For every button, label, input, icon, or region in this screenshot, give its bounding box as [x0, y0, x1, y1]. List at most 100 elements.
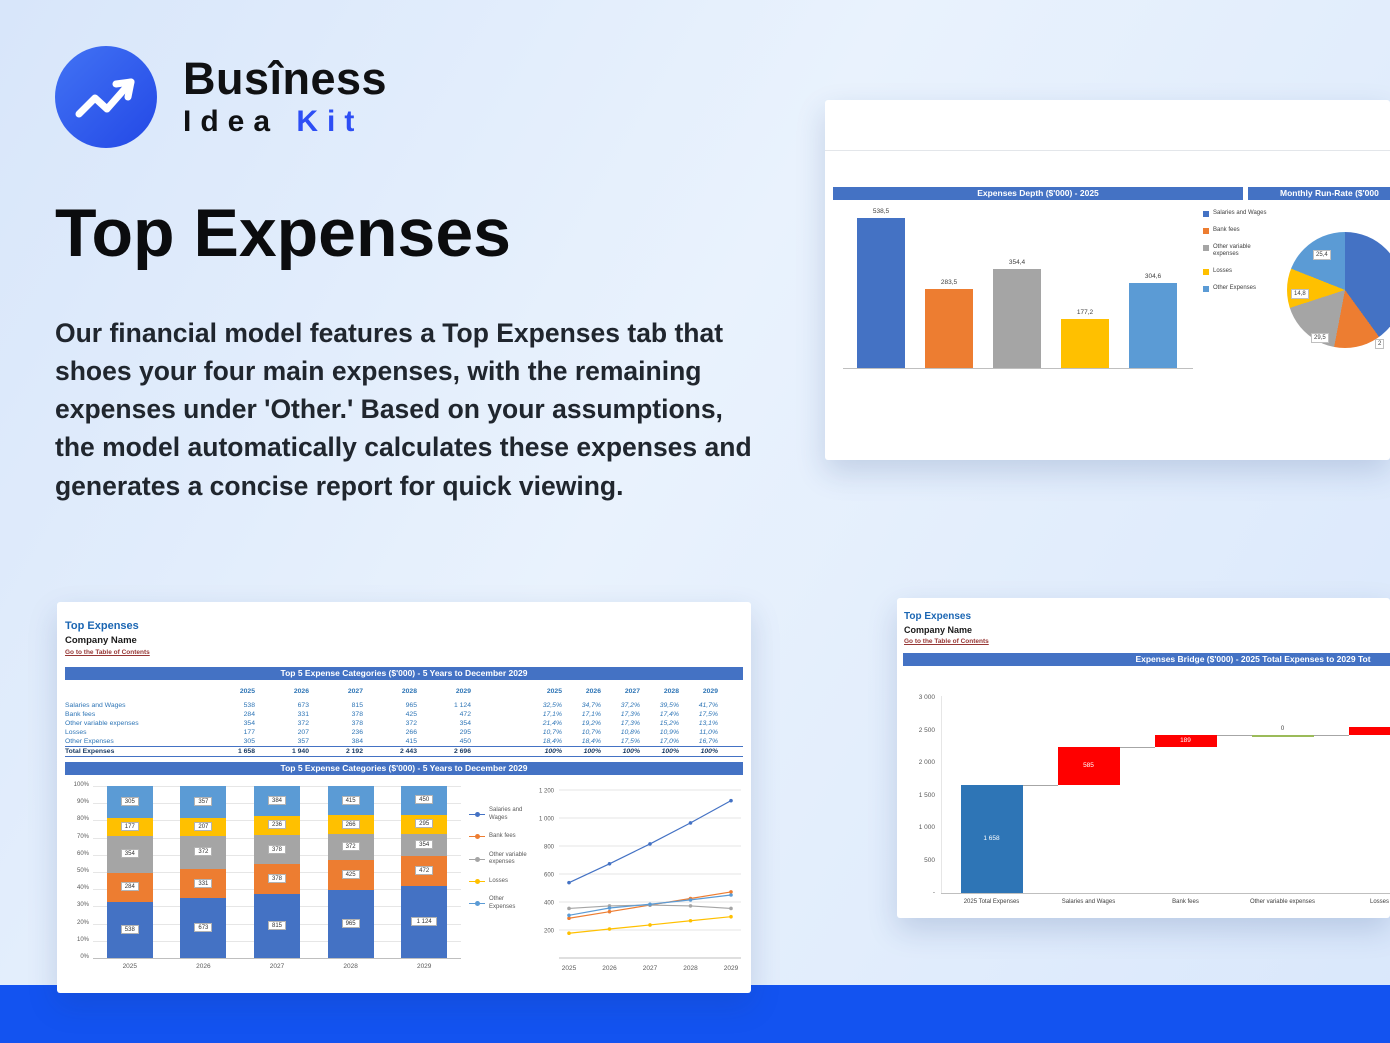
y-tick-label: 10%: [76, 936, 89, 943]
expenses-bridge-waterfall-chart: 3 000 2 500 2 000 1 500 1 000 500 - 1 658 2025 T…: [897, 678, 1390, 918]
waterfall-bar: [1154, 734, 1217, 748]
segment-data-label: 236: [268, 820, 286, 830]
expenses-bridge-card: Top Expenses Company Name Go to the Tabl…: [897, 598, 1390, 918]
segment-data-label: 965: [341, 919, 360, 929]
legend-dot: [474, 856, 480, 862]
page-title: Top Expenses: [55, 195, 511, 271]
y-tick-label: 1 500: [918, 791, 935, 799]
trend-arrow-icon: [75, 78, 135, 118]
bar-value-label: 1 658: [983, 835, 1000, 843]
expenses-depth-report-card: Expenses Depth ($'000) - 2025 Monthly Ru…: [825, 100, 1390, 460]
y-tick-label: 20%: [76, 919, 89, 926]
waterfall-bar: [960, 785, 1023, 893]
segment-data-label: 450: [415, 795, 434, 805]
bar: [1129, 283, 1177, 368]
expense-line-chart: 200 400 600 800 1 000 1 200 2025 2026 2027 2028 20…: [529, 778, 747, 988]
legend-item: Other variable expenses: [1203, 244, 1275, 260]
brand-name-idea: Idea: [183, 105, 280, 139]
y-tick-label: 60%: [76, 850, 89, 857]
y-tick-label: 1 000: [918, 824, 935, 831]
segment-data-label: 378: [268, 844, 286, 854]
line-chart-svg: 200 400 600 800 1 000 1 200 2025 2026 2027 2028 20…: [539, 789, 741, 972]
y-tick-label: 0%: [80, 954, 89, 960]
x-tick-label: 2025 Total Expenses: [963, 899, 1020, 905]
bar-value-label: 585: [1083, 762, 1094, 770]
svg-text:800: 800: [544, 845, 555, 851]
segment-data-label: 331: [194, 878, 213, 888]
gridline: [93, 958, 461, 959]
table-row: Salaries and Wages 538 673 815 965 1 124 32,5%…: [65, 702, 718, 709]
table-of-contents-link[interactable]: Go to the Table of Contents: [65, 649, 150, 656]
y-tick-label: 70%: [76, 833, 89, 840]
segment-data-label: 177: [120, 821, 139, 831]
y-tick-label: 2 000: [918, 759, 935, 766]
legend-item: Other variable expenses: [469, 852, 527, 867]
table-of-contents-link[interactable]: Go to the Table of Contents: [904, 638, 989, 645]
segment-data-label: 372: [341, 842, 360, 852]
x-tick-label: 2029: [416, 963, 432, 970]
x-tick-label: 2027: [269, 963, 285, 970]
waterfall-bar: [1348, 727, 1390, 735]
legend-label: Salaries and Wages: [1213, 210, 1267, 216]
bar: [1061, 318, 1109, 368]
legend-label: Losses: [1213, 268, 1233, 275]
svg-text:600: 600: [544, 873, 555, 879]
segment-data-label: 538: [120, 925, 139, 935]
bottom-accent-band: [0, 985, 1390, 1043]
x-tick-label: 2026: [196, 963, 211, 970]
legend-item: Salaries and Wages: [1203, 210, 1275, 218]
y-axis: [941, 696, 942, 893]
legend-swatch: [1203, 227, 1209, 234]
legend-item: Losses: [469, 878, 527, 886]
y-tick-label: 40%: [76, 885, 89, 892]
connector-line: [1313, 734, 1349, 736]
legend-label: Bank fees: [1213, 226, 1240, 233]
brand-wordmark: Busîness Idea Kit: [183, 55, 387, 139]
company-name: Company Name: [904, 625, 973, 635]
x-tick-label: Bank fees: [1172, 899, 1199, 905]
segment-data-label: 1 124: [411, 917, 438, 927]
y-tick-label: 80%: [76, 816, 89, 823]
bridge-chart-header: Expenses Bridge ($'000) - 2025 Total Exp…: [903, 653, 1390, 666]
expense-chart-header: Top 5 Expense Categories ($'000) - 5 Yea…: [65, 762, 743, 775]
svg-text:2027: 2027: [643, 965, 658, 972]
legend-item: Losses: [1203, 268, 1275, 276]
y-tick-label: -: [932, 889, 935, 896]
waterfall-zero-bar: [1251, 734, 1314, 737]
y-tick-label: 2 500: [918, 726, 935, 734]
y-tick-label: 500: [924, 856, 935, 864]
table-total-row: Total Expenses 1 658 1 940 2 192 2 443 2 696 1…: [65, 746, 743, 757]
svg-text:1 200: 1 200: [539, 789, 555, 795]
stacked-bar-chart: 0% 10% 20% 30% 40% 50% 60% 70% 80% 90% 100% 538 284 3…: [65, 778, 469, 986]
chart-legend: Salaries and Wages Bank fees Other variabl…: [469, 807, 527, 922]
brand-logo: Busîness Idea Kit: [55, 46, 387, 148]
connector-line: [1119, 747, 1155, 749]
segment-data-label: 378: [268, 874, 286, 884]
sheet-title: Top Expenses: [904, 611, 972, 622]
segment-data-label: 372: [194, 847, 213, 857]
legend-item: Salaries and Wages: [469, 807, 527, 822]
y-tick-label: 3 000: [918, 694, 935, 701]
connector-line: [1216, 734, 1252, 736]
legend-marker: [469, 901, 485, 907]
segment-data-label: 472: [415, 866, 434, 876]
connector-line: [1022, 785, 1058, 787]
y-tick-label: 100%: [73, 782, 89, 788]
y-tick-label: 50%: [76, 868, 89, 874]
runrate-chart-header: Monthly Run-Rate ($'000: [1248, 187, 1390, 200]
svg-text:200: 200: [544, 929, 555, 935]
waterfall-bar: [1057, 747, 1120, 786]
segment-data-label: 673: [194, 923, 213, 933]
bar-value-label: 354,4: [1008, 259, 1026, 267]
legend-dot: [474, 901, 480, 906]
expense-table: 2025 2026 2027 2028 2029 2025 2026 2027 2028 2029…: [65, 686, 743, 757]
depth-chart-header: Expenses Depth ($'000) - 2025: [833, 187, 1243, 200]
x-axis: [941, 893, 1390, 894]
legend-marker: [469, 834, 485, 840]
brand-logo-icon: [55, 46, 157, 148]
bar: [925, 289, 973, 368]
segment-data-label: 815: [268, 921, 286, 930]
pie-data-label: 2: [1375, 339, 1385, 349]
svg-text:400: 400: [544, 901, 555, 907]
company-name: Company Name: [65, 635, 137, 646]
